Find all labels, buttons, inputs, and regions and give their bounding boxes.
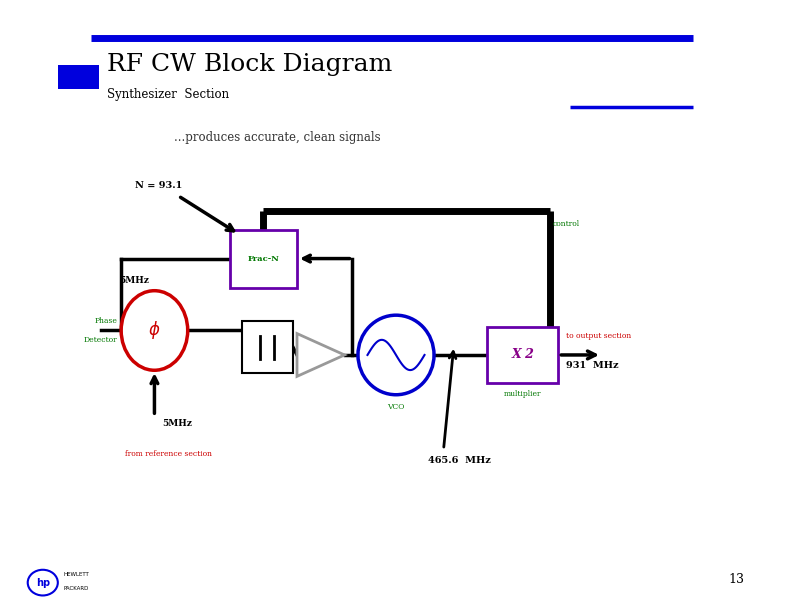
Text: RF CW Block Diagram: RF CW Block Diagram bbox=[107, 53, 392, 76]
Text: Phase: Phase bbox=[94, 317, 117, 326]
Text: X 2: X 2 bbox=[512, 348, 534, 362]
Text: 5MHz: 5MHz bbox=[162, 419, 192, 428]
Text: N = 93.1: N = 93.1 bbox=[135, 181, 182, 190]
Text: Synthesizer  Section: Synthesizer Section bbox=[107, 88, 229, 102]
Text: VCO: VCO bbox=[387, 403, 405, 411]
Bar bbox=[58, 65, 99, 89]
Text: Detector: Detector bbox=[84, 335, 117, 344]
Ellipse shape bbox=[358, 315, 434, 395]
Text: multiplier: multiplier bbox=[504, 390, 542, 398]
Ellipse shape bbox=[28, 570, 58, 595]
Text: 465.6  MHz: 465.6 MHz bbox=[428, 456, 490, 465]
Text: 931  MHz: 931 MHz bbox=[566, 361, 619, 370]
Bar bbox=[230, 230, 297, 288]
Polygon shape bbox=[297, 334, 345, 376]
Text: ...produces accurate, clean signals: ...produces accurate, clean signals bbox=[174, 131, 381, 144]
Bar bbox=[242, 321, 293, 373]
Text: hp: hp bbox=[36, 578, 50, 588]
Text: 13: 13 bbox=[729, 573, 744, 586]
Text: PACKARD: PACKARD bbox=[63, 586, 89, 591]
Text: Frac-N: Frac-N bbox=[247, 255, 280, 263]
Text: $\phi$: $\phi$ bbox=[148, 319, 161, 341]
Ellipse shape bbox=[121, 291, 188, 370]
Text: to output section: to output section bbox=[566, 332, 631, 340]
Bar bbox=[487, 327, 558, 382]
Text: HEWLETT: HEWLETT bbox=[63, 572, 89, 577]
Text: 5MHz: 5MHz bbox=[120, 275, 150, 285]
Text: control: control bbox=[553, 220, 580, 228]
Text: from reference section: from reference section bbox=[125, 450, 212, 458]
